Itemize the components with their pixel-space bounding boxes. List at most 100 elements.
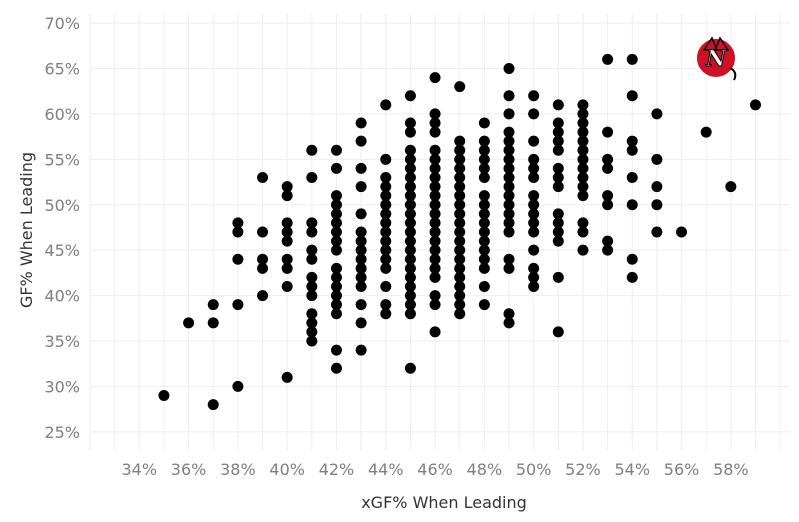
data-point [626, 53, 638, 65]
data-point [528, 108, 540, 120]
x-tick-label: 48% [467, 460, 503, 479]
data-point [257, 262, 269, 274]
data-point [306, 144, 318, 156]
data-point [528, 217, 540, 229]
data-point [552, 99, 564, 111]
data-points [158, 53, 761, 411]
data-point [330, 244, 342, 256]
data-point [454, 299, 466, 311]
data-point [626, 271, 638, 283]
data-point [503, 162, 515, 174]
data-point [552, 226, 564, 238]
data-point [454, 308, 466, 320]
data-point [429, 144, 441, 156]
x-tick-label: 52% [565, 460, 601, 479]
data-point [429, 299, 441, 311]
x-tick-label: 56% [664, 460, 700, 479]
y-tick-label: 55% [44, 150, 80, 169]
data-point [257, 290, 269, 302]
data-point [429, 244, 441, 256]
data-point [330, 299, 342, 311]
data-point [306, 317, 318, 329]
x-tick-label: 40% [269, 460, 305, 479]
data-point [380, 226, 392, 238]
y-tick-label: 70% [44, 14, 80, 33]
data-point [552, 126, 564, 138]
data-point [330, 235, 342, 247]
data-point [454, 235, 466, 247]
data-point [183, 317, 195, 329]
new-jersey-devils-logo-icon: N [695, 36, 737, 81]
data-point [577, 172, 589, 183]
data-point [528, 135, 540, 147]
data-point [429, 72, 441, 84]
data-point [306, 253, 318, 265]
data-point [429, 199, 441, 211]
data-point [355, 235, 367, 247]
data-point [602, 126, 614, 138]
data-point [306, 271, 318, 283]
data-point [503, 190, 515, 202]
data-point [429, 117, 441, 129]
data-point [232, 226, 244, 238]
data-point [528, 90, 540, 102]
data-point [454, 181, 466, 193]
data-point [478, 144, 490, 156]
data-point [429, 262, 441, 274]
data-point [232, 380, 244, 392]
data-point [528, 172, 540, 183]
data-point [528, 262, 540, 274]
data-point [380, 235, 392, 247]
data-point [577, 108, 589, 120]
x-tick-label: 54% [614, 460, 650, 479]
x-tick-label: 42% [319, 460, 355, 479]
data-point [503, 108, 515, 120]
data-point [355, 162, 367, 174]
data-point [626, 199, 638, 211]
x-axis-title: xGF% When Leading [361, 493, 527, 512]
data-point [552, 144, 564, 156]
data-point [330, 308, 342, 320]
data-point [528, 244, 540, 256]
data-point [355, 208, 367, 220]
data-point [380, 217, 392, 229]
data-point [626, 253, 638, 265]
data-point [577, 126, 589, 138]
data-point [306, 226, 318, 238]
data-point [429, 190, 441, 202]
y-tick-label: 35% [44, 332, 80, 351]
data-point [577, 153, 589, 165]
data-point [207, 299, 219, 311]
data-point [355, 226, 367, 238]
data-point [552, 235, 564, 247]
data-point [429, 271, 441, 283]
data-point [404, 181, 416, 193]
data-point [306, 290, 318, 302]
data-point [380, 299, 392, 311]
data-point [380, 308, 392, 320]
data-point [355, 262, 367, 274]
data-point [429, 326, 441, 338]
data-point [552, 172, 564, 183]
data-point [454, 162, 466, 174]
data-point [503, 253, 515, 265]
data-point [404, 90, 416, 102]
data-point [355, 253, 367, 265]
data-point [602, 53, 614, 65]
data-point [330, 199, 342, 211]
data-point [552, 117, 564, 129]
data-point [454, 271, 466, 283]
data-point [404, 172, 416, 183]
data-point [330, 262, 342, 274]
data-point [478, 172, 490, 183]
y-tick-label: 65% [44, 60, 80, 79]
data-point [355, 317, 367, 329]
data-point [454, 244, 466, 256]
data-point [380, 262, 392, 274]
data-point [404, 199, 416, 211]
data-point [429, 162, 441, 174]
data-point [478, 262, 490, 274]
data-point [306, 308, 318, 320]
data-point [503, 181, 515, 193]
data-point [306, 217, 318, 229]
